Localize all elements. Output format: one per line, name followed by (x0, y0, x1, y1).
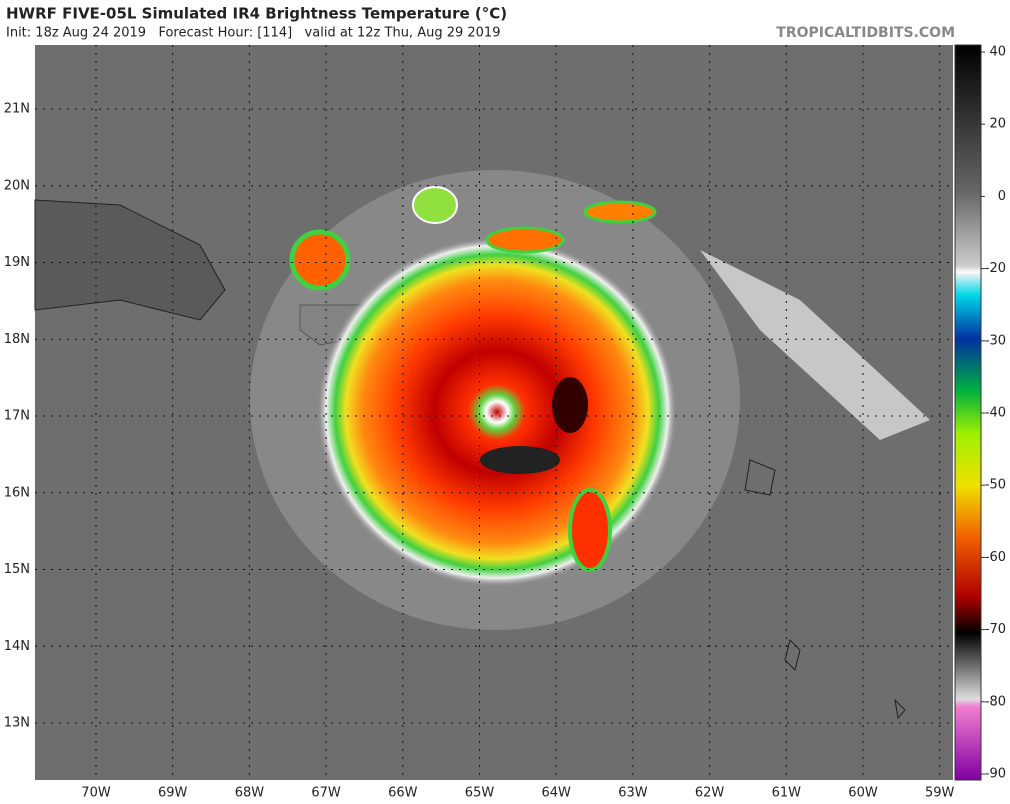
lon-label: 63W (618, 786, 648, 801)
lat-label: 16N (4, 485, 30, 500)
colorbar (954, 44, 982, 781)
map (34, 45, 953, 780)
lat-label: 17N (4, 409, 30, 424)
colorbar-label: 40 (989, 45, 1006, 60)
colorbar-label: -50 (985, 478, 1006, 493)
colorbar-label: -20 (985, 261, 1006, 276)
lon-label: 64W (541, 786, 571, 801)
lon-label: 68W (235, 786, 265, 801)
colorbar-label: -60 (985, 550, 1006, 565)
colorbar-label: -90 (985, 767, 1006, 782)
lon-label: 62W (695, 786, 725, 801)
lon-label: 67W (311, 786, 341, 801)
lat-label: 20N (4, 178, 30, 193)
colorbar-label: -80 (985, 694, 1006, 709)
lon-label: 59W (925, 786, 955, 801)
lat-label: 13N (4, 716, 30, 731)
lon-label: 61W (772, 786, 802, 801)
lon-label: 65W (465, 786, 495, 801)
colorbar-label: 0 (998, 189, 1006, 204)
colorbar-label: -70 (985, 622, 1006, 637)
lat-label: 14N (4, 639, 30, 654)
brand: TROPICALTIDBITS.COM (776, 25, 955, 41)
title: HWRF FIVE-05L Simulated IR4 Brightness T… (6, 5, 507, 23)
lon-label: 69W (158, 786, 188, 801)
lat-label: 19N (4, 255, 30, 270)
lat-label: 21N (4, 102, 30, 117)
subtitle: Init: 18z Aug 24 2019 Forecast Hour: [11… (6, 26, 500, 41)
lon-label: 60W (848, 786, 878, 801)
lat-label: 18N (4, 332, 30, 347)
colorbar-label: 20 (989, 117, 1006, 132)
colorbar-label: -30 (985, 333, 1006, 348)
lon-label: 66W (388, 786, 418, 801)
colorbar-label: -40 (985, 406, 1006, 421)
lat-label: 15N (4, 562, 30, 577)
lon-label: 70W (81, 786, 111, 801)
